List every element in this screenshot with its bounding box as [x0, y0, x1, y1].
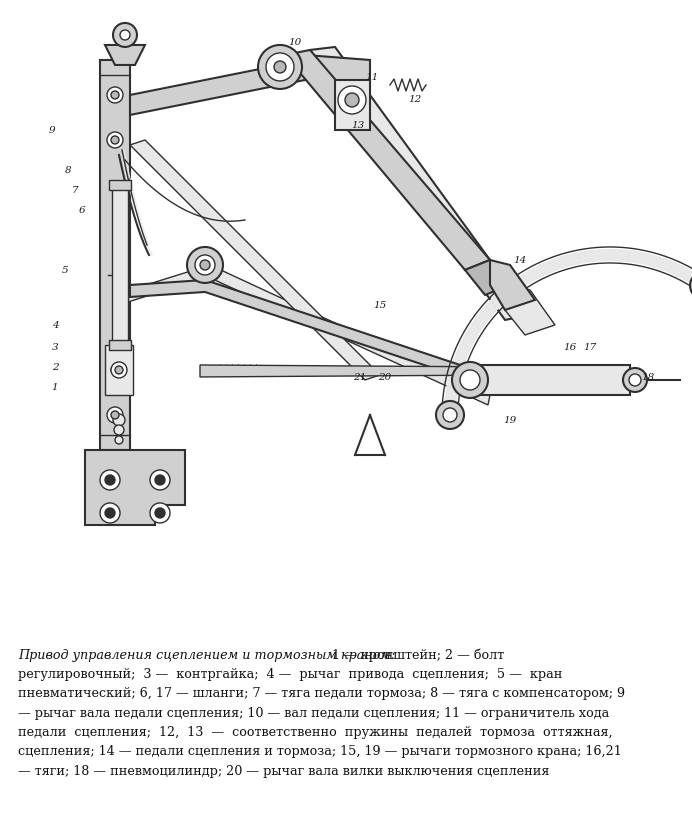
Text: — рычаг вала педали сцепления; 10 — вал педали сцепления; 11 — ограничитель хода: — рычаг вала педали сцепления; 10 — вал …	[18, 706, 609, 719]
Text: 12: 12	[408, 95, 421, 104]
Circle shape	[629, 375, 641, 386]
FancyBboxPatch shape	[109, 181, 131, 191]
Text: 16: 16	[563, 343, 576, 352]
Polygon shape	[100, 61, 130, 451]
Circle shape	[452, 363, 488, 399]
Text: 15: 15	[374, 301, 387, 310]
FancyBboxPatch shape	[109, 340, 131, 350]
Text: 19: 19	[503, 416, 517, 425]
Circle shape	[111, 92, 119, 99]
Circle shape	[460, 370, 480, 390]
Polygon shape	[105, 46, 145, 66]
Circle shape	[111, 137, 119, 145]
Polygon shape	[285, 51, 490, 271]
Circle shape	[187, 247, 223, 283]
Text: 6: 6	[79, 206, 85, 215]
Polygon shape	[305, 56, 370, 86]
Circle shape	[274, 62, 286, 74]
Text: 2: 2	[52, 363, 58, 372]
Text: 3: 3	[52, 343, 58, 352]
Circle shape	[155, 476, 165, 486]
Text: 21: 21	[354, 373, 367, 382]
Text: 1 — кронштейн; 2 — болт: 1 — кронштейн; 2 — болт	[328, 648, 504, 661]
Circle shape	[113, 415, 125, 426]
Circle shape	[690, 273, 692, 300]
Circle shape	[114, 426, 124, 436]
Text: 4: 4	[52, 321, 58, 330]
Circle shape	[338, 87, 366, 115]
Text: сцепления; 14 — педали сцепления и тормоза; 15, 19 — рычаги тормозного крана; 16: сцепления; 14 — педали сцепления и тормо…	[18, 745, 621, 757]
Text: 5: 5	[62, 266, 69, 275]
Text: 14: 14	[513, 256, 527, 265]
Circle shape	[345, 94, 359, 108]
Polygon shape	[490, 261, 535, 311]
Circle shape	[105, 508, 115, 518]
FancyBboxPatch shape	[470, 365, 630, 395]
Circle shape	[100, 503, 120, 523]
Text: — тяги; 18 — пневмоцилиндр; 20 — рычаг вала вилки выключения сцепления: — тяги; 18 — пневмоцилиндр; 20 — рычаг в…	[18, 764, 549, 777]
Polygon shape	[200, 365, 510, 378]
Text: 10: 10	[289, 38, 302, 48]
Circle shape	[107, 88, 123, 104]
Text: пневматический; 6, 17 — шланги; 7 — тяга педали тормоза; 8 — тяга с компенсаторо: пневматический; 6, 17 — шланги; 7 — тяга…	[18, 686, 625, 700]
Text: педали  сцепления;  12,  13  —  соответственно  пружины  педалей  тормоза  оттяж: педали сцепления; 12, 13 — соответственн…	[18, 725, 612, 738]
Polygon shape	[85, 451, 185, 525]
Circle shape	[120, 31, 130, 41]
Text: 13: 13	[352, 121, 365, 130]
Polygon shape	[130, 61, 305, 116]
Circle shape	[200, 261, 210, 271]
Circle shape	[115, 366, 123, 375]
Circle shape	[111, 363, 127, 379]
Circle shape	[623, 369, 647, 392]
Text: 7: 7	[72, 186, 78, 196]
Polygon shape	[505, 286, 555, 335]
Polygon shape	[465, 261, 510, 296]
Text: 8: 8	[64, 166, 71, 176]
FancyBboxPatch shape	[112, 186, 128, 345]
Polygon shape	[128, 266, 490, 405]
Text: 18: 18	[641, 373, 655, 382]
Text: 9: 9	[48, 126, 55, 135]
Text: регулировочный;  3 —  контргайка;  4 —  рычаг  привода  сцепления;  5 —  кран: регулировочный; 3 — контргайка; 4 — рыча…	[18, 667, 563, 681]
Circle shape	[105, 476, 115, 486]
Text: 11: 11	[365, 74, 379, 83]
Circle shape	[107, 363, 123, 379]
Circle shape	[436, 401, 464, 430]
FancyBboxPatch shape	[335, 81, 370, 130]
Circle shape	[100, 471, 120, 491]
Circle shape	[107, 407, 123, 424]
Circle shape	[150, 471, 170, 491]
Polygon shape	[130, 140, 380, 380]
Text: Привод управления сцеплением и тормозным краном:: Привод управления сцеплением и тормозным…	[18, 648, 395, 661]
Text: 20: 20	[379, 373, 392, 382]
Circle shape	[111, 411, 119, 420]
Polygon shape	[130, 281, 490, 388]
Text: 1: 1	[52, 383, 58, 392]
Circle shape	[155, 508, 165, 518]
Circle shape	[443, 409, 457, 422]
Circle shape	[150, 503, 170, 523]
Polygon shape	[310, 48, 530, 320]
FancyBboxPatch shape	[105, 345, 133, 395]
Circle shape	[195, 256, 215, 276]
Circle shape	[258, 46, 302, 89]
Circle shape	[266, 54, 294, 82]
Circle shape	[115, 436, 123, 445]
Circle shape	[107, 133, 123, 149]
Circle shape	[111, 366, 119, 375]
Circle shape	[113, 24, 137, 48]
Text: 17: 17	[583, 343, 597, 352]
